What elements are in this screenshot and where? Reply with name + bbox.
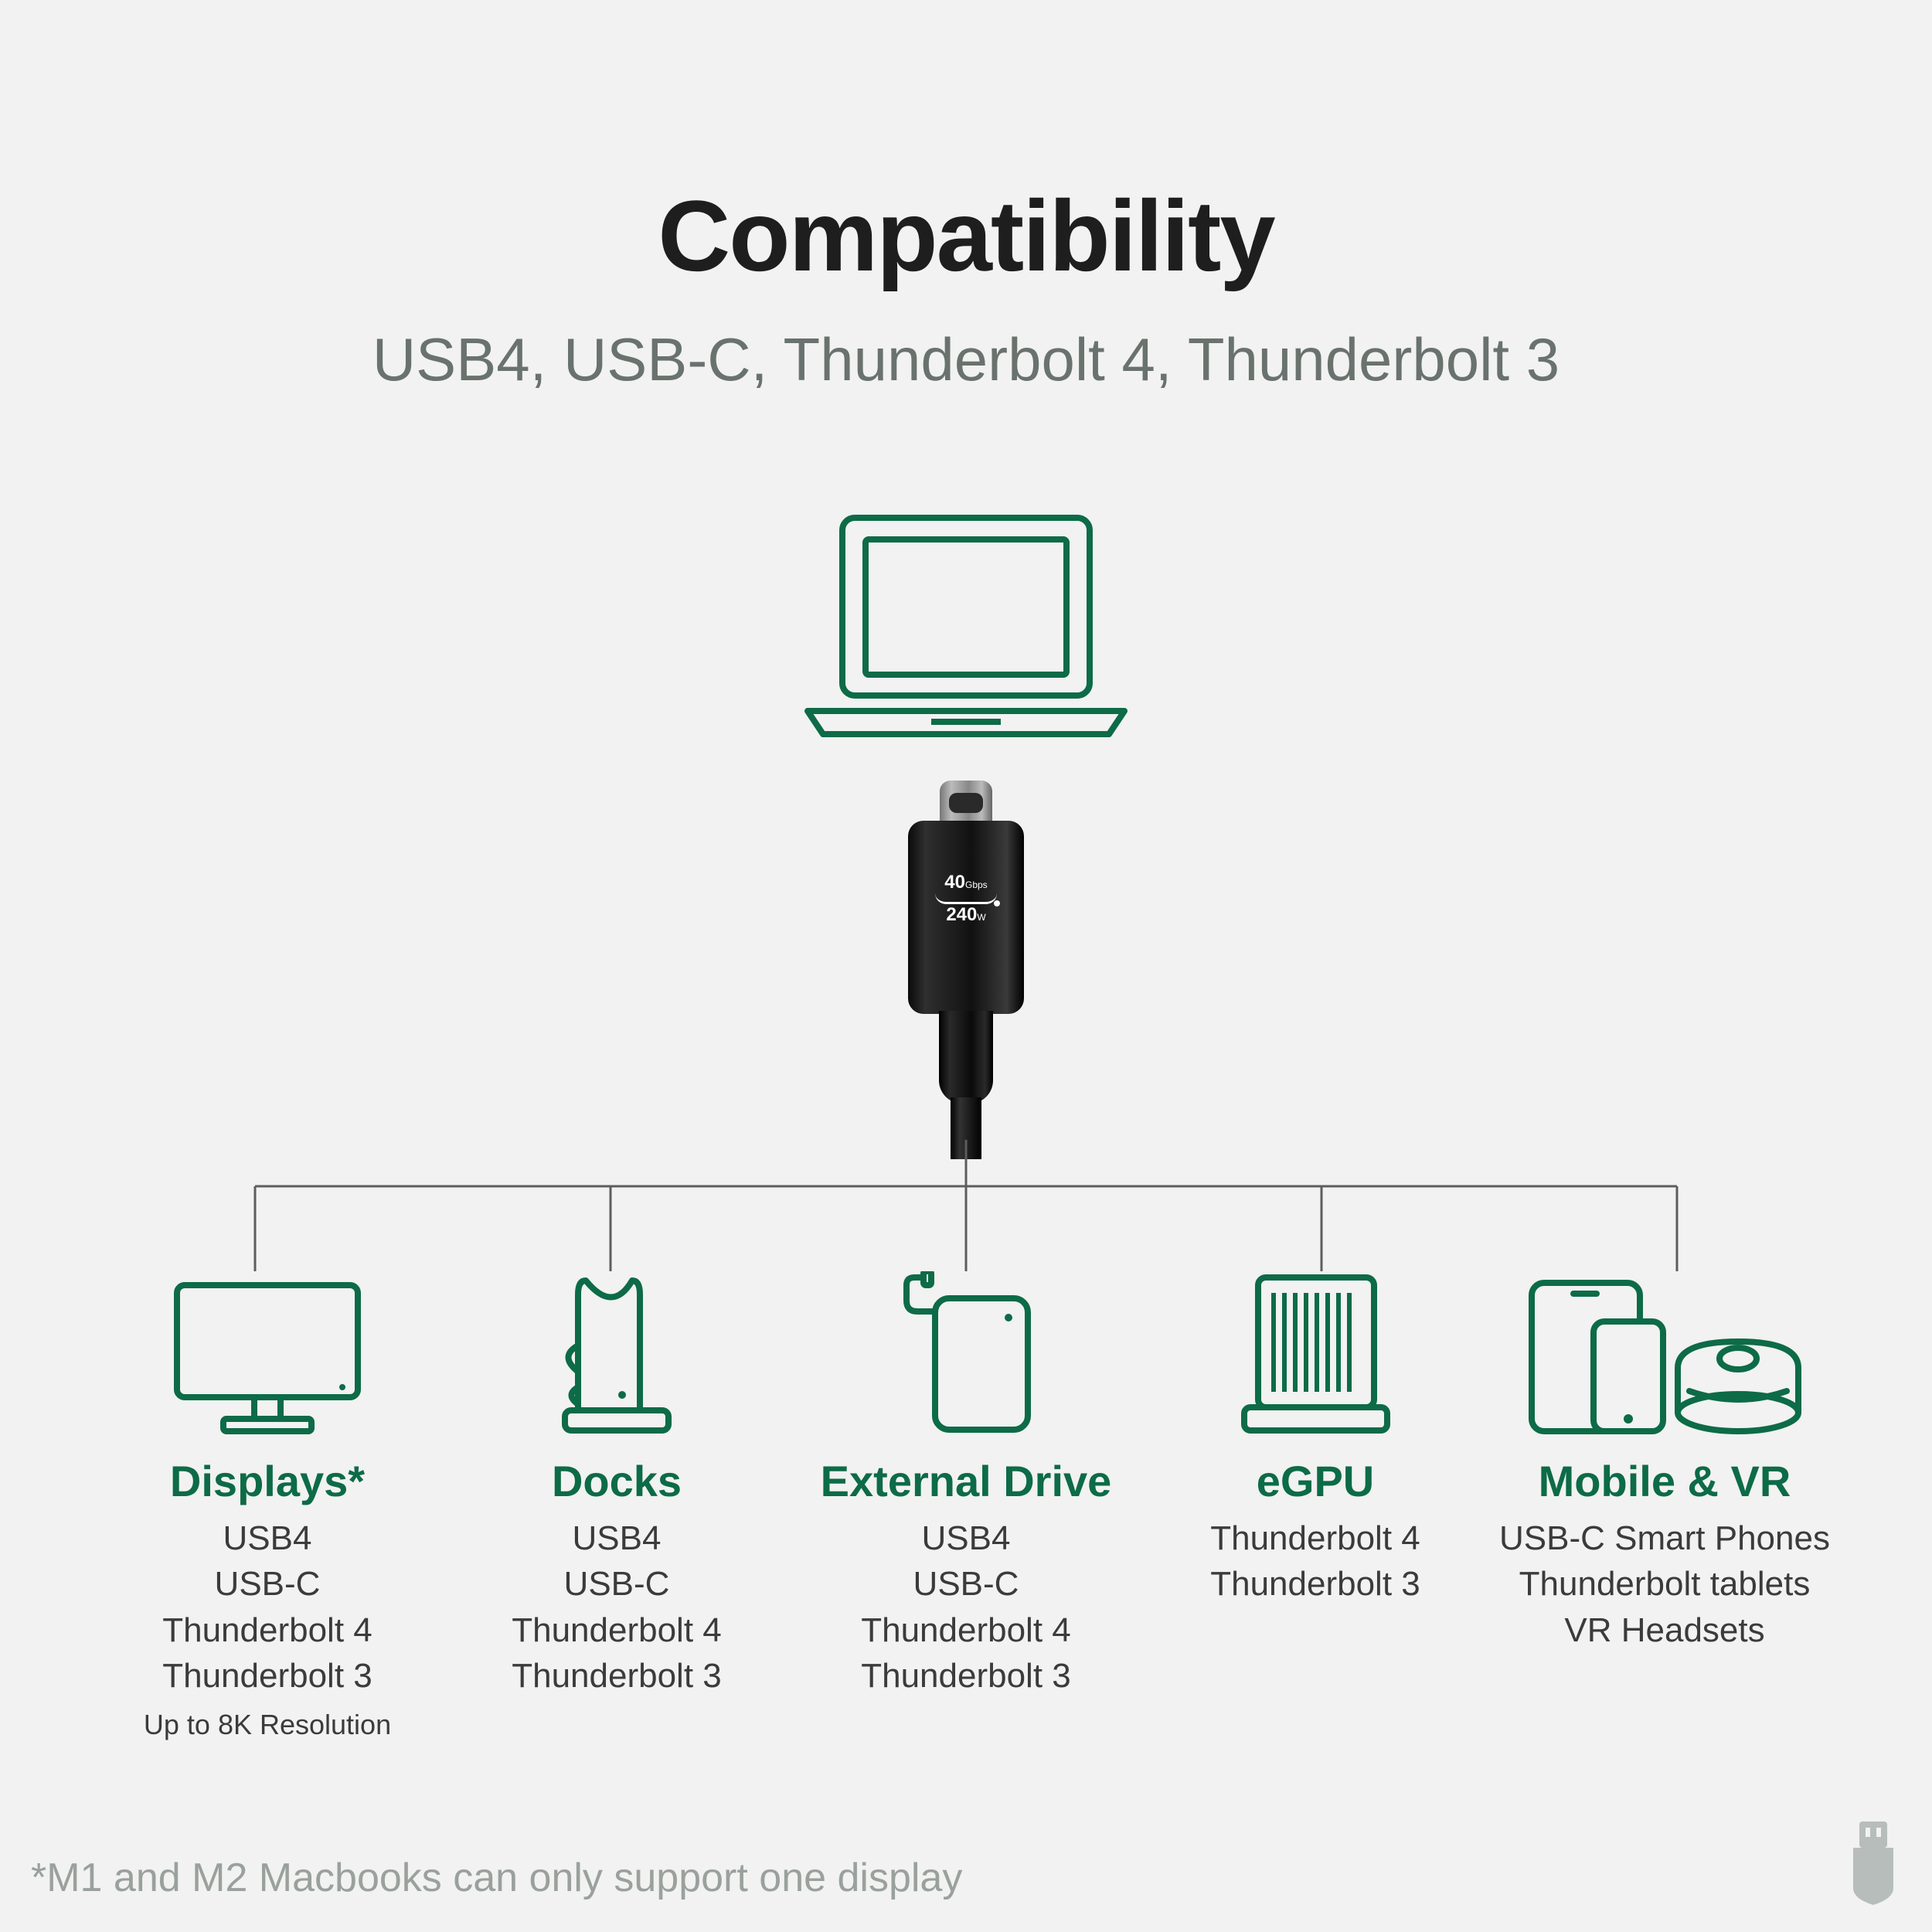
category-title: External Drive <box>799 1456 1133 1506</box>
category-line: USB-C <box>450 1561 784 1607</box>
category-line: Thunderbolt 4 <box>100 1607 434 1653</box>
category-external-drive: External Drive USB4USB-CThunderbolt 4Thun… <box>791 1267 1141 1746</box>
cable-spec-power-unit: W <box>977 912 985 923</box>
category-mobile-vr: Mobile & VR USB-C Smart PhonesThunderbolt… <box>1490 1267 1839 1746</box>
usb-c-cable-image: 40Gbps 240W <box>896 781 1036 1144</box>
usb-plug-icon <box>1842 1821 1904 1910</box>
category-title: Displays* <box>100 1456 434 1506</box>
page-subtitle: USB4, USB-C, Thunderbolt 4, Thunderbolt … <box>0 325 1932 395</box>
category-line: Thunderbolt tablets <box>1498 1561 1832 1607</box>
category-line: USB4 <box>799 1515 1133 1561</box>
category-line: USB-C <box>799 1561 1133 1607</box>
category-line: VR Headsets <box>1498 1607 1832 1653</box>
category-line: Thunderbolt 3 <box>100 1653 434 1699</box>
monitor-icon <box>100 1267 434 1437</box>
footnote: *M1 and M2 Macbooks can only support one… <box>31 1855 962 1901</box>
category-row: Displays*USB4USB-CThunderbolt 4Thunderbo… <box>0 1267 1932 1746</box>
category-monitor: Displays* USB4USB-CThunderbolt 4Thunderbo… <box>93 1267 442 1746</box>
category-line: Thunderbolt 4 <box>799 1607 1133 1653</box>
category-line: USB4 <box>100 1515 434 1561</box>
category-note: Up to 8K Resolution <box>100 1704 434 1746</box>
cable-spec-speed-unit: Gbps <box>965 879 988 890</box>
dock-icon <box>450 1267 784 1437</box>
category-title: Mobile & VR <box>1498 1456 1832 1506</box>
category-dock: Docks USB4USB-CThunderbolt 4Thunderbolt 3 <box>442 1267 791 1746</box>
cable-spec-speed: 40 <box>944 872 965 893</box>
laptop-icon <box>800 510 1132 746</box>
category-line: Thunderbolt 3 <box>1148 1561 1482 1607</box>
category-line: USB-C <box>100 1561 434 1607</box>
category-line: Thunderbolt 3 <box>450 1653 784 1699</box>
egpu-icon <box>1148 1267 1482 1437</box>
category-line: Thunderbolt 4 <box>450 1607 784 1653</box>
category-line: Thunderbolt 4 <box>1148 1515 1482 1561</box>
category-title: eGPU <box>1148 1456 1482 1506</box>
category-title: Docks <box>450 1456 784 1506</box>
category-egpu: eGPU Thunderbolt 4Thunderbolt 3 <box>1141 1267 1490 1746</box>
page-title: Compatibility <box>0 178 1932 294</box>
category-line: Thunderbolt 3 <box>799 1653 1133 1699</box>
cable-spec-power: 240 <box>946 904 977 925</box>
external-drive-icon <box>799 1267 1133 1437</box>
tree-connector <box>0 1140 1932 1279</box>
mobile-vr-icon <box>1498 1267 1832 1437</box>
category-line: USB-C Smart Phones <box>1498 1515 1832 1561</box>
category-line: USB4 <box>450 1515 784 1561</box>
